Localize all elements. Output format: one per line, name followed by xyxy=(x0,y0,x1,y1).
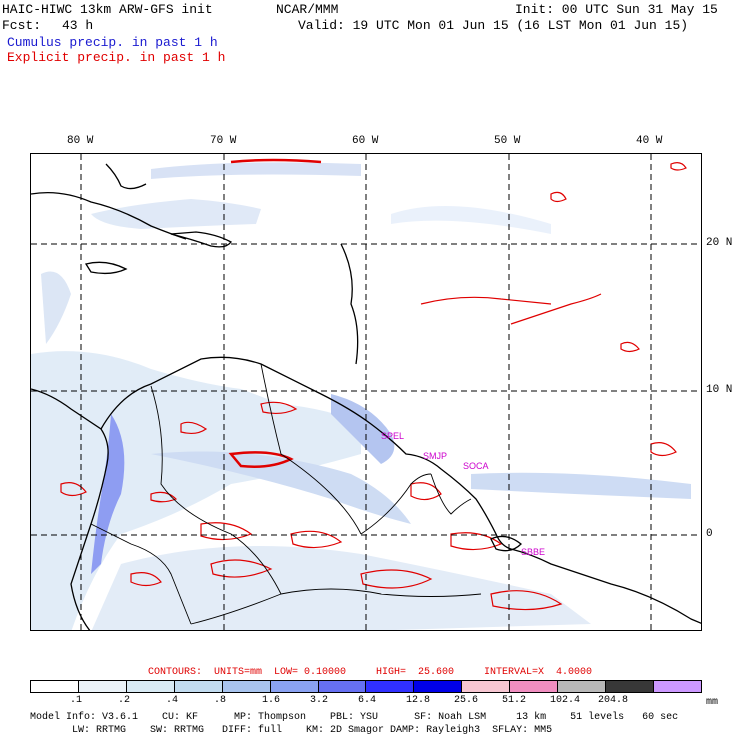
model-info-line2: LW: RRTMG SW: RRTMG DIFF: full KM: 2D Sm… xyxy=(30,725,553,736)
color-scale-tick-label: .2 xyxy=(118,695,131,706)
color-scale-tick-label: .1 xyxy=(70,695,83,706)
color-scale-tick-label: 12.8 xyxy=(406,695,431,706)
color-scale-segment xyxy=(174,681,223,692)
color-scale-tick-label: .8 xyxy=(214,695,227,706)
forecast-hour: 43 h xyxy=(62,18,94,33)
station-label: SPEL xyxy=(381,431,404,441)
lon-label-60w: 60 W xyxy=(352,135,379,147)
color-scale-tick-label: 51.2 xyxy=(502,695,527,706)
color-scale-tick-label: 6.4 xyxy=(358,695,377,706)
color-scale-units: mm xyxy=(706,697,719,708)
color-scale-segment xyxy=(270,681,319,692)
station-label: SMJP xyxy=(423,451,447,461)
color-scale-tick-label: 25.6 xyxy=(454,695,479,706)
color-scale-segment xyxy=(558,681,607,692)
color-scale-segment xyxy=(31,681,79,692)
model-info-line1: Model Info: V3.6.1 CU: KF MP: Thompson P… xyxy=(30,712,679,723)
color-scale-tick-label: 3.2 xyxy=(310,695,329,706)
model-title: HAIC-HIWC 13km ARW-GFS init xyxy=(2,2,213,17)
lat-label-20n: 20 N xyxy=(706,237,733,249)
color-scale-tick-label: .4 xyxy=(166,695,179,706)
lon-label-80w: 80 W xyxy=(67,135,94,147)
cumulus-precip-title: Cumulus precip. in past 1 h xyxy=(7,35,218,50)
cumulus-precip-fields xyxy=(31,162,691,630)
lon-label-40w: 40 W xyxy=(636,135,663,147)
color-scale-segment xyxy=(78,681,127,692)
explicit-precip-title: Explicit precip. in past 1 h xyxy=(7,50,226,65)
init-time: Init: 00 UTC Sun 31 May 15 xyxy=(515,2,718,17)
station-label: SBBE xyxy=(521,547,545,557)
coastlines xyxy=(31,163,701,630)
color-scale-segment xyxy=(126,681,175,692)
lat-label-10n: 10 N xyxy=(706,384,733,396)
color-scale-segment xyxy=(366,681,415,692)
color-scale-segment xyxy=(653,681,701,692)
color-scale-segment xyxy=(222,681,271,692)
org-label: NCAR/MMM xyxy=(276,2,339,17)
color-scale-bar xyxy=(30,680,702,693)
country-borders xyxy=(90,363,482,625)
lon-label-70w: 70 W xyxy=(210,135,237,147)
precip-map: SPEL SMJP SOCA SBBE xyxy=(30,153,702,631)
contours-info: CONTOURS: UNITS=mm LOW= 0.10000 HIGH= 25… xyxy=(147,667,593,678)
color-scale-tick-label: 204.8 xyxy=(598,695,629,706)
station-label: SOCA xyxy=(463,461,489,471)
valid-time: Valid: 19 UTC Mon 01 Jun 15 (16 LST Mon … xyxy=(298,18,689,33)
color-scale-segment xyxy=(318,681,367,692)
color-scale-tick-label: 1.6 xyxy=(262,695,281,706)
lat-lon-grid xyxy=(31,154,701,630)
color-scale-segment xyxy=(510,681,559,692)
color-scale-tick-label: 102.4 xyxy=(550,695,581,706)
lon-label-50w: 50 W xyxy=(494,135,521,147)
forecast-label: Fcst: xyxy=(2,18,42,33)
map-canvas: SPEL SMJP SOCA SBBE xyxy=(31,154,701,630)
color-scale-segment xyxy=(414,681,463,692)
color-scale-segment xyxy=(462,681,511,692)
station-labels: SPEL SMJP SOCA SBBE xyxy=(381,431,545,557)
color-scale-segment xyxy=(606,681,654,692)
lat-label-0: 0 xyxy=(706,528,713,540)
